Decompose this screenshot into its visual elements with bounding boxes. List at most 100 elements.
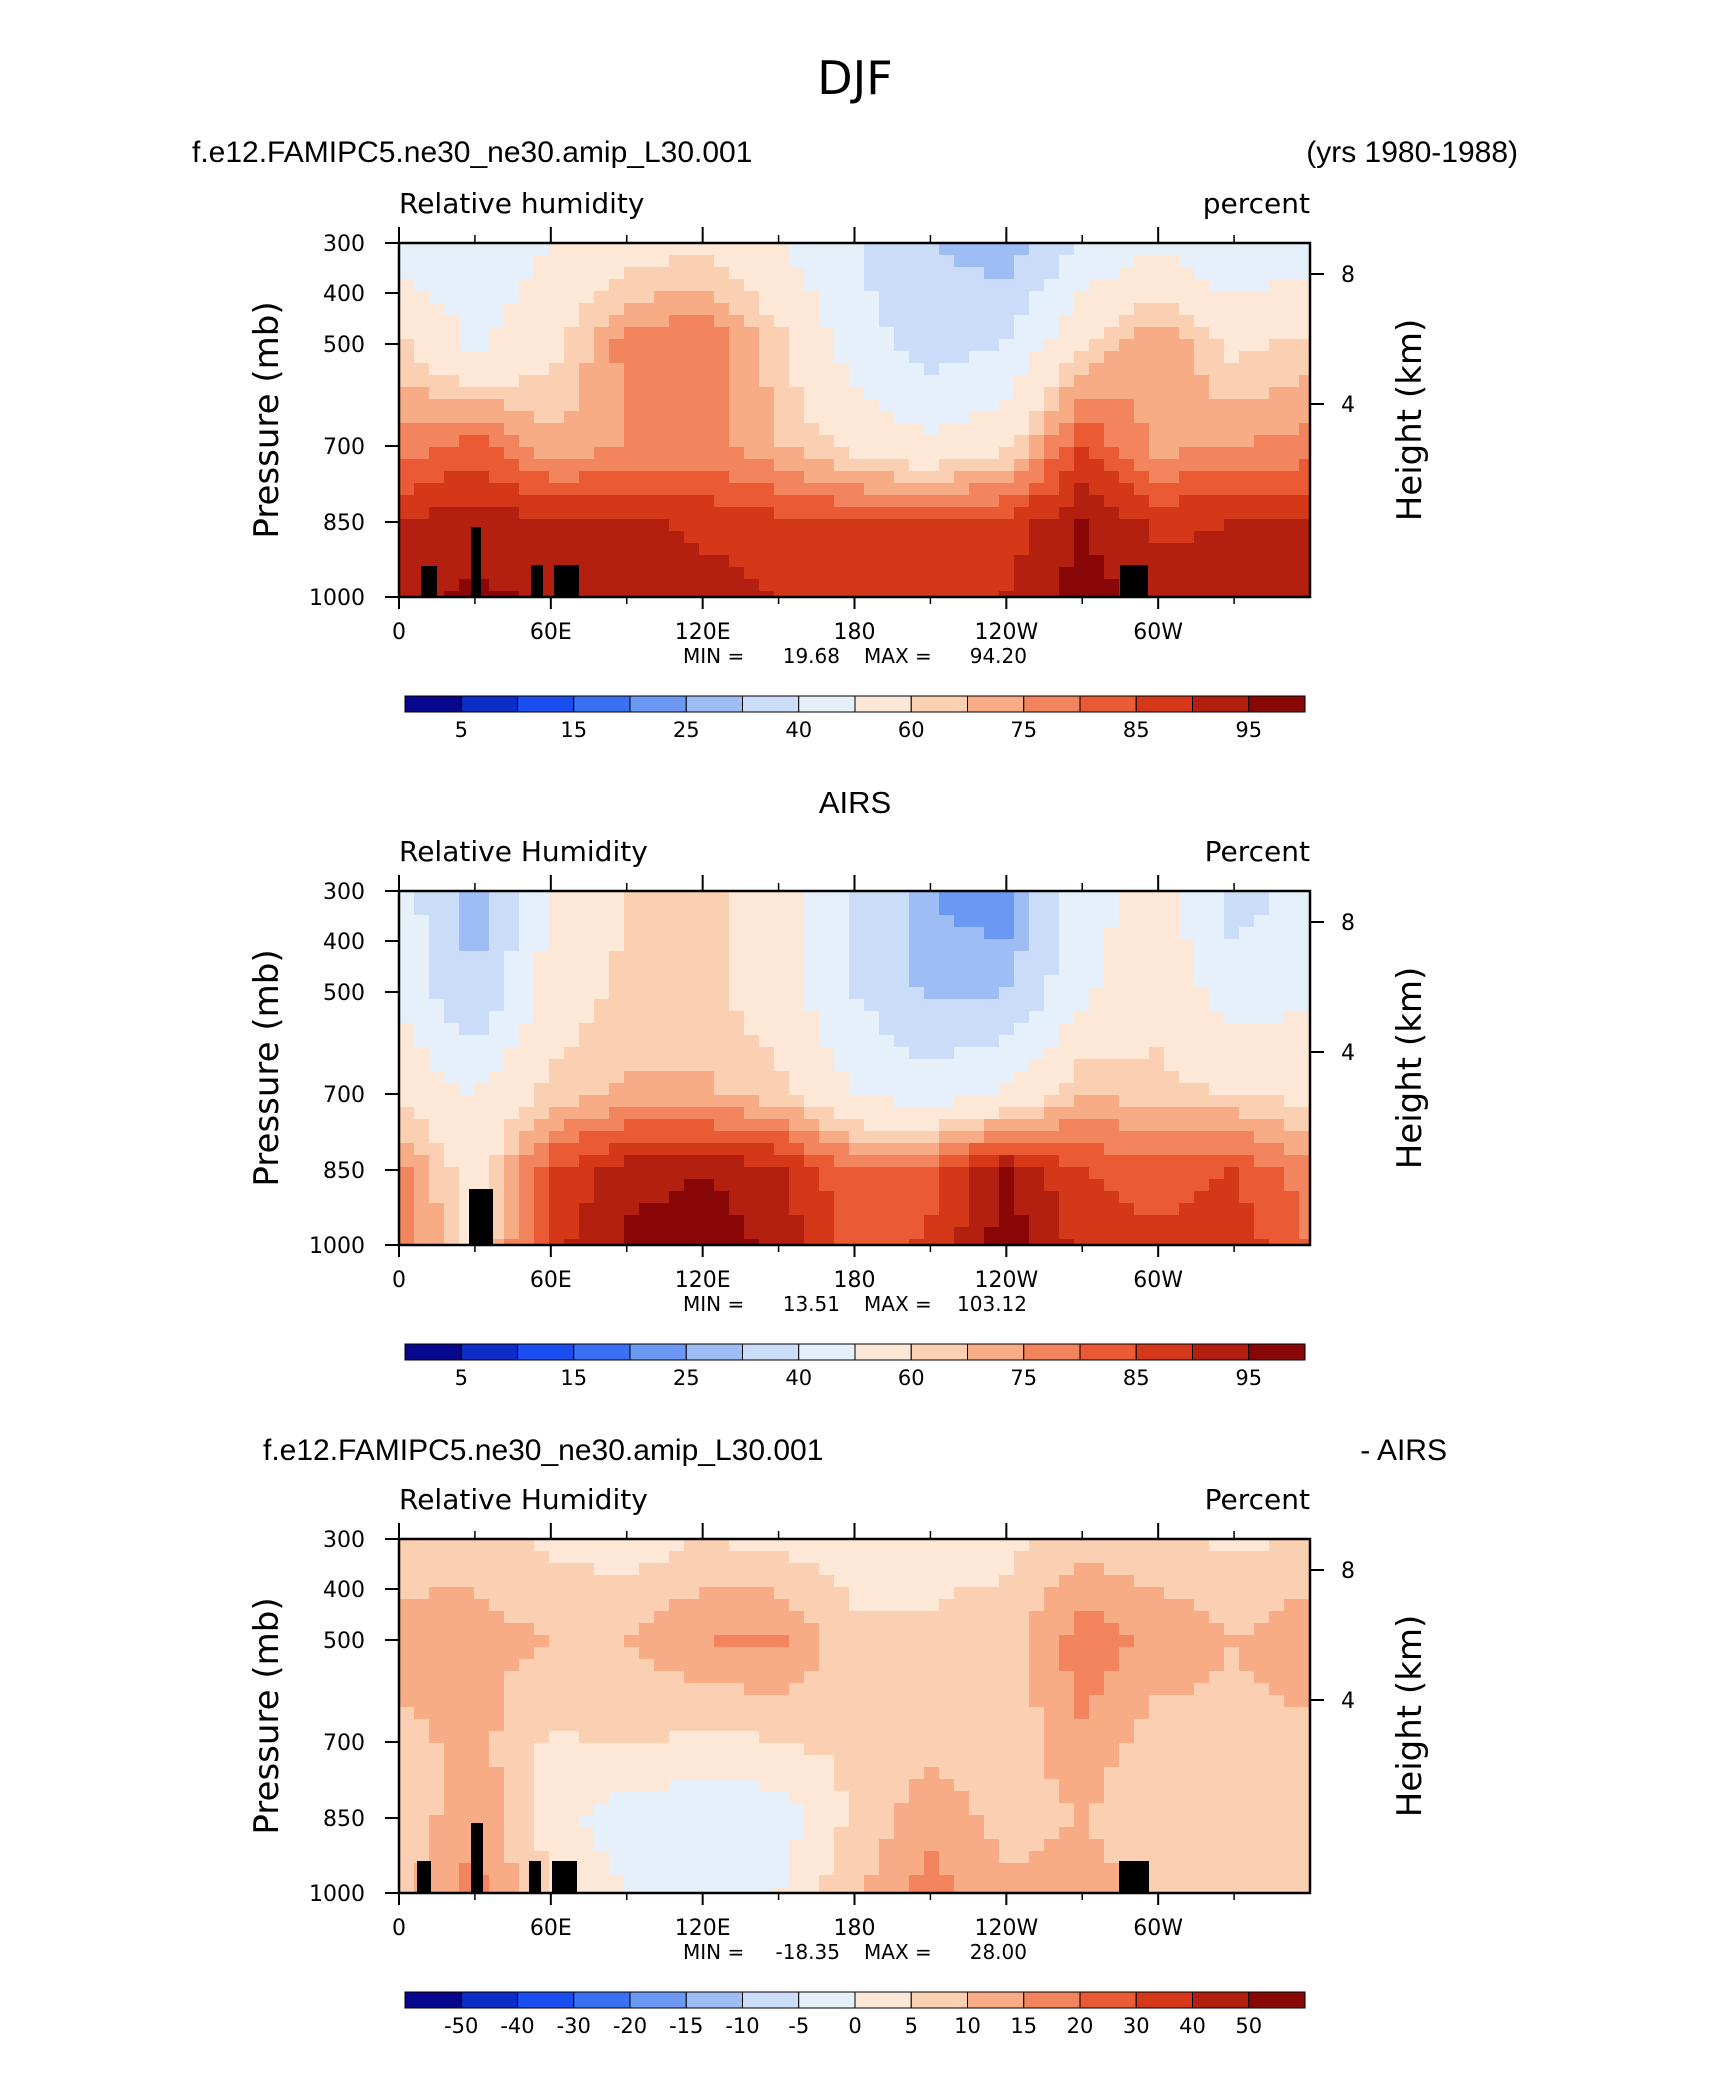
field-cell [459, 1611, 475, 1624]
field-cell [819, 255, 835, 268]
field-cell [1284, 435, 1300, 448]
field-cell [1014, 531, 1030, 544]
field-cell [594, 315, 610, 328]
field-cell [594, 891, 610, 904]
field-cell [1074, 543, 1090, 556]
field-cell [879, 1143, 895, 1156]
field-cell [399, 1167, 415, 1180]
field-cell [429, 999, 445, 1012]
field-cell [579, 1047, 595, 1060]
field-cell [444, 1047, 460, 1060]
field-cell [594, 1683, 610, 1696]
field-cell [1149, 903, 1165, 916]
field-cell [789, 291, 805, 304]
field-cell [729, 1131, 745, 1144]
field-cell [1074, 915, 1090, 928]
field-cell [744, 1059, 760, 1072]
field-cell [759, 987, 775, 1000]
field-cell [699, 399, 715, 412]
field-cell [1269, 291, 1285, 304]
field-cell [1209, 1587, 1225, 1600]
field-cell [699, 327, 715, 340]
field-cell [684, 351, 700, 364]
field-cell [1104, 1143, 1120, 1156]
field-cell [1194, 279, 1210, 292]
field-cell [594, 1191, 610, 1204]
field-cell [1074, 1611, 1090, 1624]
colorbar-swatch [798, 695, 856, 713]
field-cell [849, 1599, 865, 1612]
field-cell [504, 1587, 520, 1600]
field-cell [519, 1731, 535, 1744]
field-cell [999, 279, 1015, 292]
field-cell [1089, 1695, 1105, 1708]
field-cell [1209, 1623, 1225, 1636]
field-cell [864, 1119, 880, 1132]
field-cell [594, 951, 610, 964]
field-cell [399, 351, 415, 364]
field-cell [639, 567, 655, 580]
field-cell [909, 1659, 925, 1672]
field-cell [489, 303, 505, 316]
field-cell [849, 1011, 865, 1024]
field-cell [819, 375, 835, 388]
field-cell [459, 1047, 475, 1060]
field-cell [1089, 327, 1105, 340]
field-cell [1224, 1755, 1240, 1768]
field-cell [924, 519, 940, 532]
field-cell [774, 1011, 790, 1024]
field-cell [1254, 1707, 1270, 1720]
field-cell [834, 495, 850, 508]
field-cell [1149, 1167, 1165, 1180]
field-cell [1104, 1023, 1120, 1036]
field-cell [1059, 1671, 1075, 1684]
field-cell [609, 519, 625, 532]
field-cell [609, 1047, 625, 1060]
field-cell [1209, 1203, 1225, 1216]
field-cell [624, 1755, 640, 1768]
field-cell [1209, 939, 1225, 952]
field-cell [849, 315, 865, 328]
field-cell [819, 1539, 835, 1552]
field-cell [609, 1563, 625, 1576]
field-cell [999, 1107, 1015, 1120]
field-cell [1074, 1575, 1090, 1588]
field-cell [654, 531, 670, 544]
field-cell [1149, 1059, 1165, 1072]
field-cell [984, 591, 1000, 598]
field-cell [759, 1587, 775, 1600]
field-cell [1209, 1635, 1225, 1648]
field-cell [969, 1119, 985, 1132]
field-cell [489, 579, 505, 592]
field-cell [459, 591, 475, 598]
field-cell [1014, 1119, 1030, 1132]
field-cell [519, 1191, 535, 1204]
field-cell [1059, 951, 1075, 964]
field-cell [639, 1623, 655, 1636]
field-cell [534, 1551, 550, 1564]
field-cell [864, 399, 880, 412]
field-cell [609, 531, 625, 544]
field-cell [1074, 279, 1090, 292]
field-cell [594, 555, 610, 568]
field-cell [624, 1659, 640, 1672]
field-cell [414, 387, 430, 400]
field-cell [399, 507, 415, 520]
field-cell [414, 1635, 430, 1648]
field-cell [684, 435, 700, 448]
field-cell [579, 1179, 595, 1192]
field-cell [414, 1671, 430, 1684]
field-cell [1119, 915, 1135, 928]
field-cell [1239, 555, 1255, 568]
field-cell [849, 1707, 865, 1720]
field-cell [594, 975, 610, 988]
field-cell [1089, 1647, 1105, 1660]
field-cell [729, 1227, 745, 1240]
field-cell [1209, 471, 1225, 484]
field-cell [1029, 255, 1045, 268]
field-cell [564, 1083, 580, 1096]
field-cell [489, 975, 505, 988]
field-cell [1119, 891, 1135, 904]
field-cell [1119, 1539, 1135, 1552]
colorbar-swatch [854, 1343, 912, 1361]
